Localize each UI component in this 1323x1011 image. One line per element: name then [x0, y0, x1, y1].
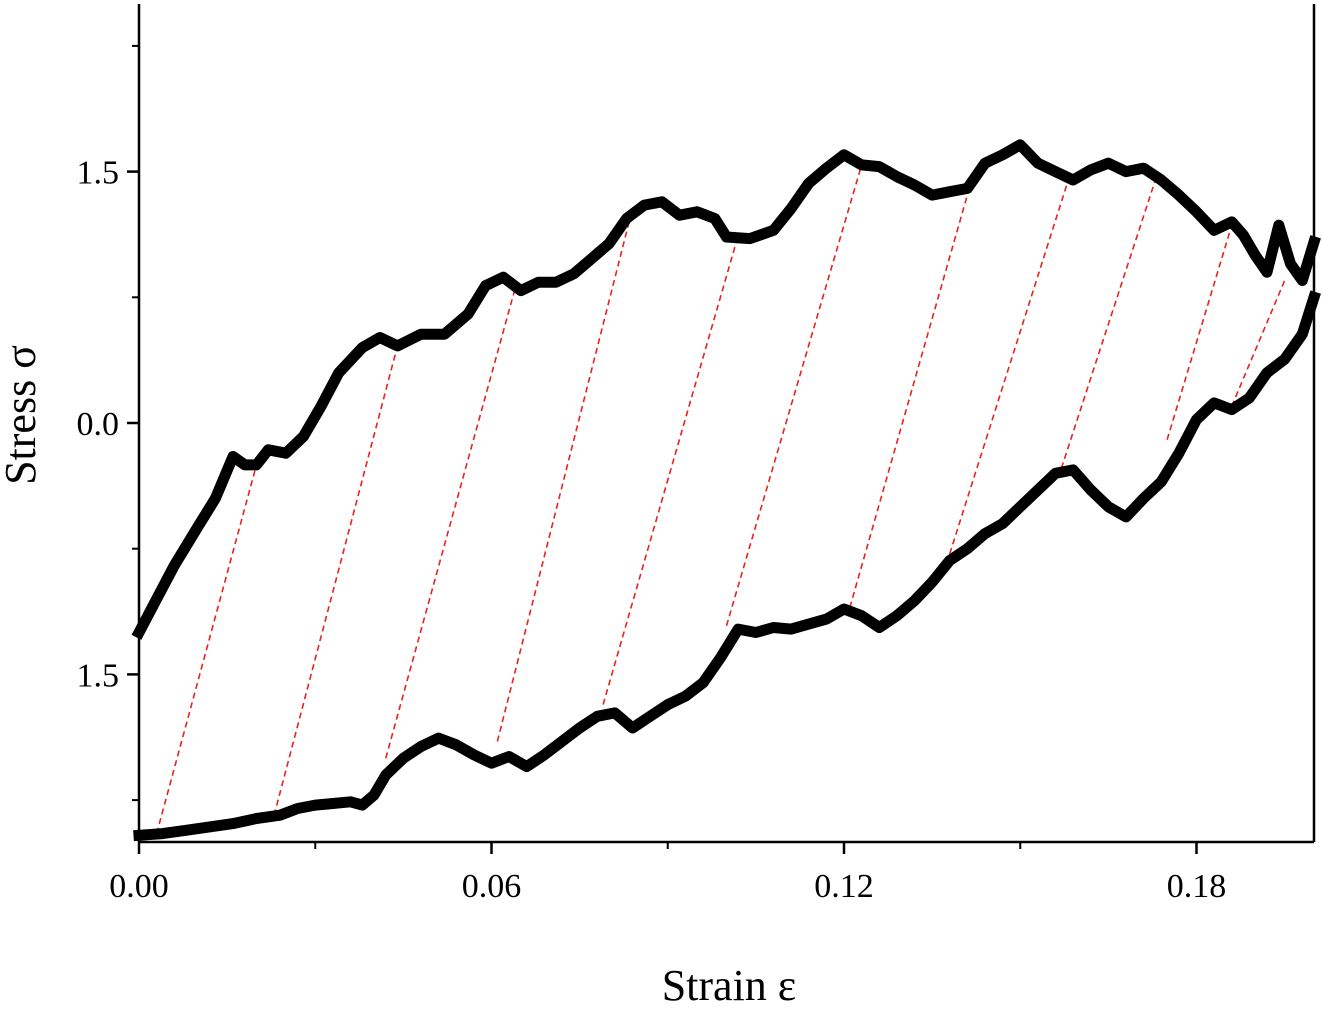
dashed-connector-2 [273, 345, 399, 816]
y-tick-label: 1.5 [77, 657, 120, 694]
axes: 0.00 0.06 0.12 0.18 1.5 0.0 1.5 [77, 4, 1316, 905]
x-axis-title: Strain ε [662, 961, 797, 1006]
plot-area [131, 139, 1321, 842]
dashed-connector-5 [602, 235, 740, 705]
dashed-connector-10 [1166, 225, 1233, 440]
x-tick-label: 0.12 [814, 868, 874, 905]
y-tick-label: 0.0 [77, 406, 120, 443]
y-axis-title: Stress σ [0, 345, 45, 485]
dashed-connector-8 [948, 183, 1069, 554]
dashed-connector-1 [155, 464, 258, 834]
lower-branch-curve [133, 290, 1321, 842]
dashed-connector-4 [496, 208, 634, 742]
y-tick-label: 1.5 [77, 155, 120, 192]
dashed-connector-3 [384, 288, 516, 759]
x-tick-label: 0.18 [1167, 868, 1227, 905]
x-tick-label: 0.00 [109, 868, 169, 905]
dashed-connector-9 [1060, 179, 1157, 469]
dashed-connector-11 [1231, 280, 1286, 407]
upper-branch-curve [131, 139, 1321, 640]
dashed-connector-6 [725, 164, 863, 627]
x-tick-label: 0.06 [462, 868, 522, 905]
dashed-connector-7 [849, 194, 969, 608]
